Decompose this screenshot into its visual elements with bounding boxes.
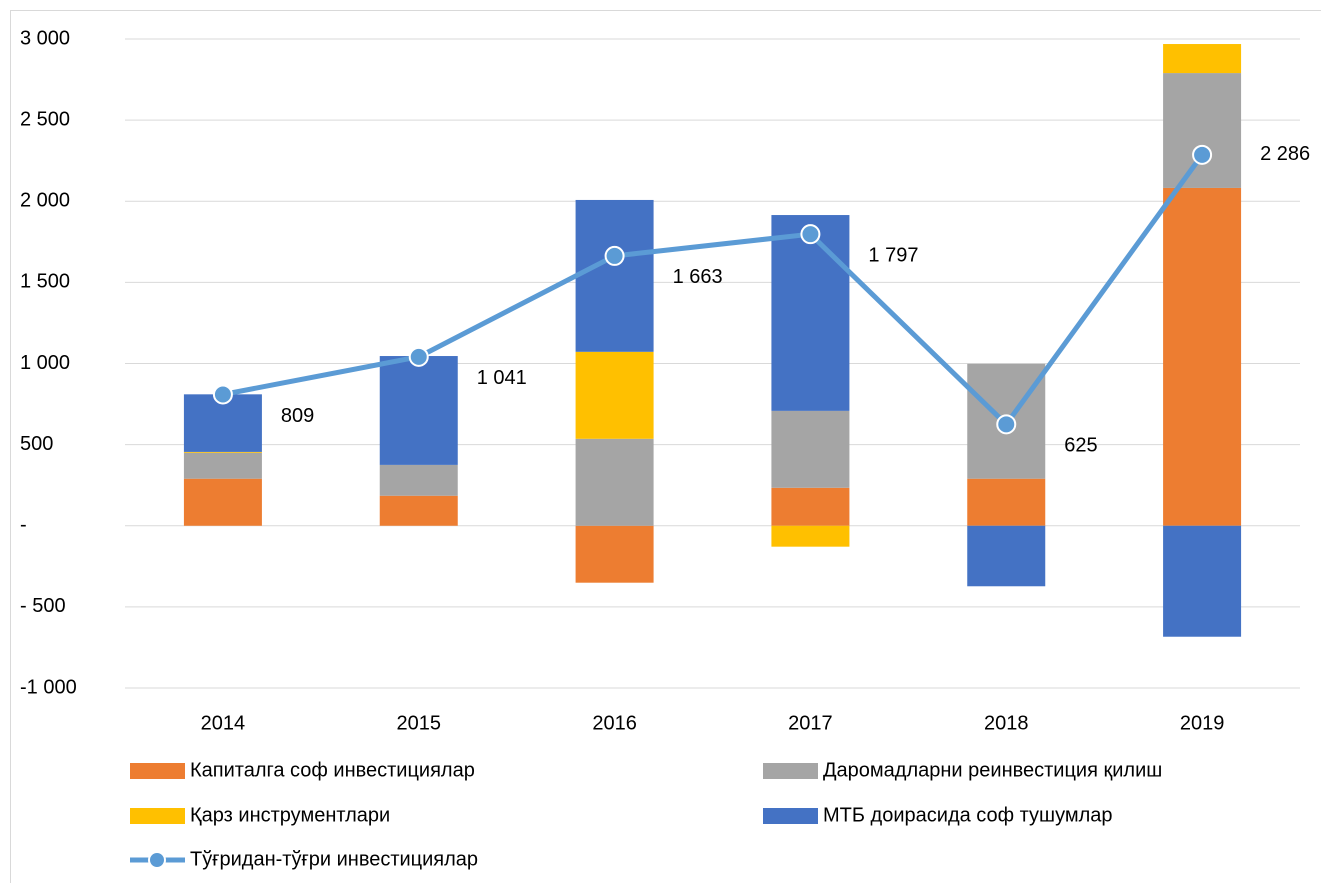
legend-label: Тўғридан-тўғри инвестициялар: [190, 848, 478, 870]
bar: [575, 438, 654, 526]
y-tick-label: 2 500: [20, 108, 70, 130]
y-tick-label: 3 000: [20, 27, 70, 49]
bar: [379, 464, 458, 496]
line-point: [800, 224, 821, 245]
bar: [1163, 73, 1242, 188]
bar: [771, 215, 850, 411]
bar: [1163, 187, 1242, 526]
data-label: 625: [1064, 435, 1097, 457]
y-tick-label: 2 000: [20, 190, 70, 212]
bar: [1163, 525, 1242, 637]
legend-swatch: [130, 763, 185, 779]
data-label: 2 286: [1260, 143, 1310, 165]
line-point: [604, 245, 625, 266]
legend-label: Қарз инструментлари: [190, 804, 390, 826]
legend-label: Капиталга соф инвестициялар: [190, 759, 475, 781]
legend-label: МТБ доирасида соф тушумлар: [823, 804, 1113, 826]
legend-swatch: [763, 763, 818, 779]
x-tick-label: 2016: [592, 712, 637, 734]
data-label: 809: [281, 405, 314, 427]
y-tick-label: 500: [20, 433, 53, 455]
data-label: 1 041: [477, 367, 527, 389]
y-tick-label: -1 000: [20, 676, 77, 698]
bar: [1163, 44, 1242, 74]
legend-swatch: [130, 808, 185, 824]
bar: [183, 452, 262, 479]
bar: [575, 199, 654, 352]
data-label: 1 663: [673, 266, 723, 288]
bar: [575, 525, 654, 583]
y-tick-label: 1 000: [20, 352, 70, 374]
bar: [967, 525, 1046, 587]
bar: [379, 356, 458, 465]
x-tick-label: 2018: [984, 712, 1029, 734]
legend-marker: [148, 851, 166, 869]
line-point: [212, 384, 233, 405]
bar: [379, 495, 458, 526]
y-tick-label: - 500: [20, 595, 66, 617]
line-point: [408, 346, 429, 367]
bar: [967, 478, 1046, 526]
bar: [575, 351, 654, 439]
y-tick-label: 1 500: [20, 271, 70, 293]
data-label: 1 797: [868, 244, 918, 266]
bar: [183, 478, 262, 526]
x-tick-label: 2017: [788, 712, 833, 734]
x-tick-label: 2014: [201, 712, 246, 734]
bar: [183, 451, 262, 453]
legend-label: Даромадларни реинвестиция қилиш: [823, 759, 1162, 781]
line: [222, 153, 1205, 427]
legend-swatch: [763, 808, 818, 824]
line-point: [996, 414, 1017, 435]
bar: [771, 487, 850, 526]
line-point: [1192, 144, 1213, 165]
y-tick-label: -: [20, 514, 27, 536]
x-tick-label: 2015: [397, 712, 442, 734]
bar: [771, 410, 850, 488]
x-tick-label: 2019: [1180, 712, 1225, 734]
bar: [771, 525, 850, 547]
